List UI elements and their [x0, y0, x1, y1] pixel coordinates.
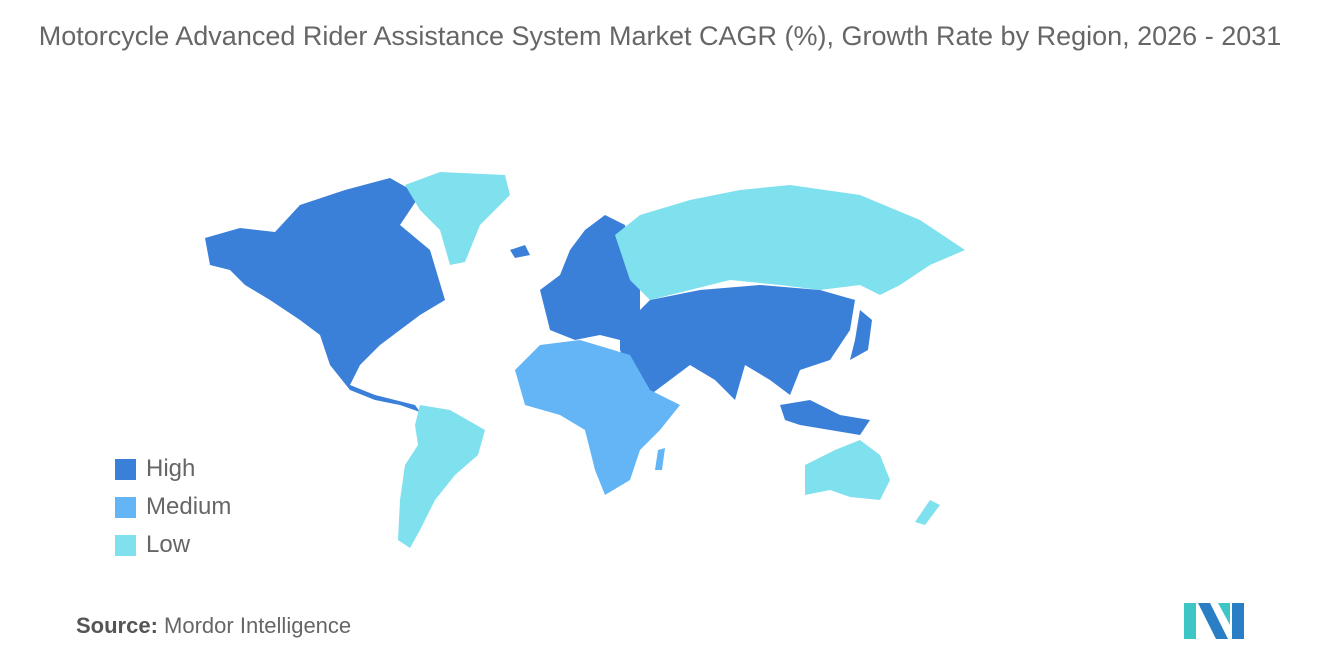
legend-swatch [115, 534, 136, 556]
region-iceland[interactable] [510, 245, 530, 258]
region-australia[interactable] [805, 440, 890, 500]
legend-item-medium: Medium [115, 488, 231, 526]
legend-swatch [115, 458, 136, 480]
region-japan[interactable] [850, 310, 872, 360]
legend: High Medium Low [115, 450, 231, 564]
source-note: Source: Mordor Intelligence [76, 613, 351, 639]
region-asia[interactable] [620, 285, 855, 400]
legend-swatch [115, 496, 136, 518]
region-madagascar[interactable] [655, 448, 665, 470]
legend-item-low: Low [115, 526, 231, 564]
legend-label: Low [146, 531, 191, 558]
region-north-america[interactable] [205, 178, 445, 412]
legend-item-high: High [115, 450, 231, 488]
region-southeast-asia-islands[interactable] [780, 400, 870, 435]
mordor-intelligence-logo [1184, 603, 1244, 639]
legend-label: Medium [146, 493, 232, 520]
region-russia[interactable] [615, 185, 965, 300]
region-africa[interactable] [515, 340, 680, 495]
source-value: Mordor Intelligence [164, 613, 352, 638]
region-greenland[interactable] [405, 172, 510, 265]
chart-title: Motorcycle Advanced Rider Assistance Sys… [38, 21, 1282, 51]
legend-label: High [146, 455, 196, 482]
region-new-zealand[interactable] [915, 500, 940, 525]
region-europe[interactable] [540, 215, 640, 340]
source-label: Source: [76, 613, 158, 638]
region-south-america[interactable] [398, 405, 485, 548]
